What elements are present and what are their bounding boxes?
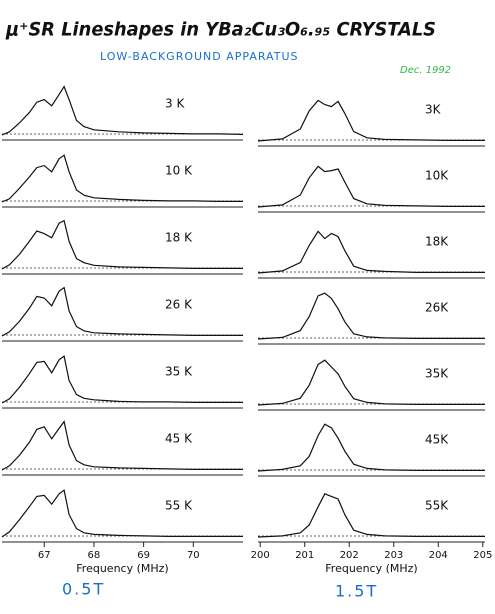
date: Dec. 1992 <box>400 65 451 76</box>
lineshape <box>257 493 485 538</box>
lineshape <box>1 154 243 203</box>
lineshape <box>257 359 485 406</box>
subtitle: LOW-BACKGROUND APPARATUS <box>100 50 298 63</box>
x-tick-label: 203 <box>384 550 403 561</box>
lineshape <box>1 355 243 404</box>
temperature-label: 35 K <box>165 365 193 379</box>
x-tick-label: 69 <box>137 550 150 561</box>
x-tick-label: 204 <box>429 550 448 561</box>
temperature-label: 3 K <box>165 97 185 111</box>
x-axis-label: Frequency (MHz) <box>76 562 168 575</box>
temperature-label: 10 K <box>165 164 193 178</box>
temperature-label: 35K <box>425 367 449 381</box>
temperature-label: 26 K <box>165 298 193 312</box>
x-axis-label: Frequency (MHz) <box>325 562 417 575</box>
temperature-label: 55 K <box>165 499 193 513</box>
x-tick-label: 205 <box>473 550 492 561</box>
lineshape <box>1 219 243 270</box>
temperature-label: 55K <box>425 499 449 513</box>
temperature-label: 45K <box>425 433 449 447</box>
lineshape <box>257 423 485 472</box>
lineshape <box>257 99 485 142</box>
lineshape <box>257 165 485 208</box>
temperature-label: 10K <box>425 169 449 183</box>
temperature-label: 3K <box>425 103 442 117</box>
lineshape <box>1 420 243 471</box>
field-label: 0.5T <box>62 580 105 599</box>
temperature-label: 18K <box>425 235 449 249</box>
lineshape <box>1 286 243 337</box>
lineshape <box>1 489 243 538</box>
x-tick-label: 200 <box>251 550 270 561</box>
x-tick-label: 68 <box>88 550 101 561</box>
x-tick-label: 70 <box>187 550 200 561</box>
field-label: 1.5T <box>335 582 378 601</box>
x-tick-label: 67 <box>38 550 51 561</box>
lineshape <box>257 292 485 340</box>
x-tick-label: 202 <box>340 550 359 561</box>
temperature-label: 26K <box>425 301 449 315</box>
x-tick-label: 201 <box>295 550 314 561</box>
figure-title: μ⁺SR Lineshapes in YBa₂Cu₃O₆.₉₅ CRYSTALS <box>5 19 436 41</box>
lineshape <box>257 230 485 274</box>
lineshape <box>1 85 244 136</box>
temperature-label: 45 K <box>165 432 193 446</box>
temperature-label: 18 K <box>165 231 193 245</box>
